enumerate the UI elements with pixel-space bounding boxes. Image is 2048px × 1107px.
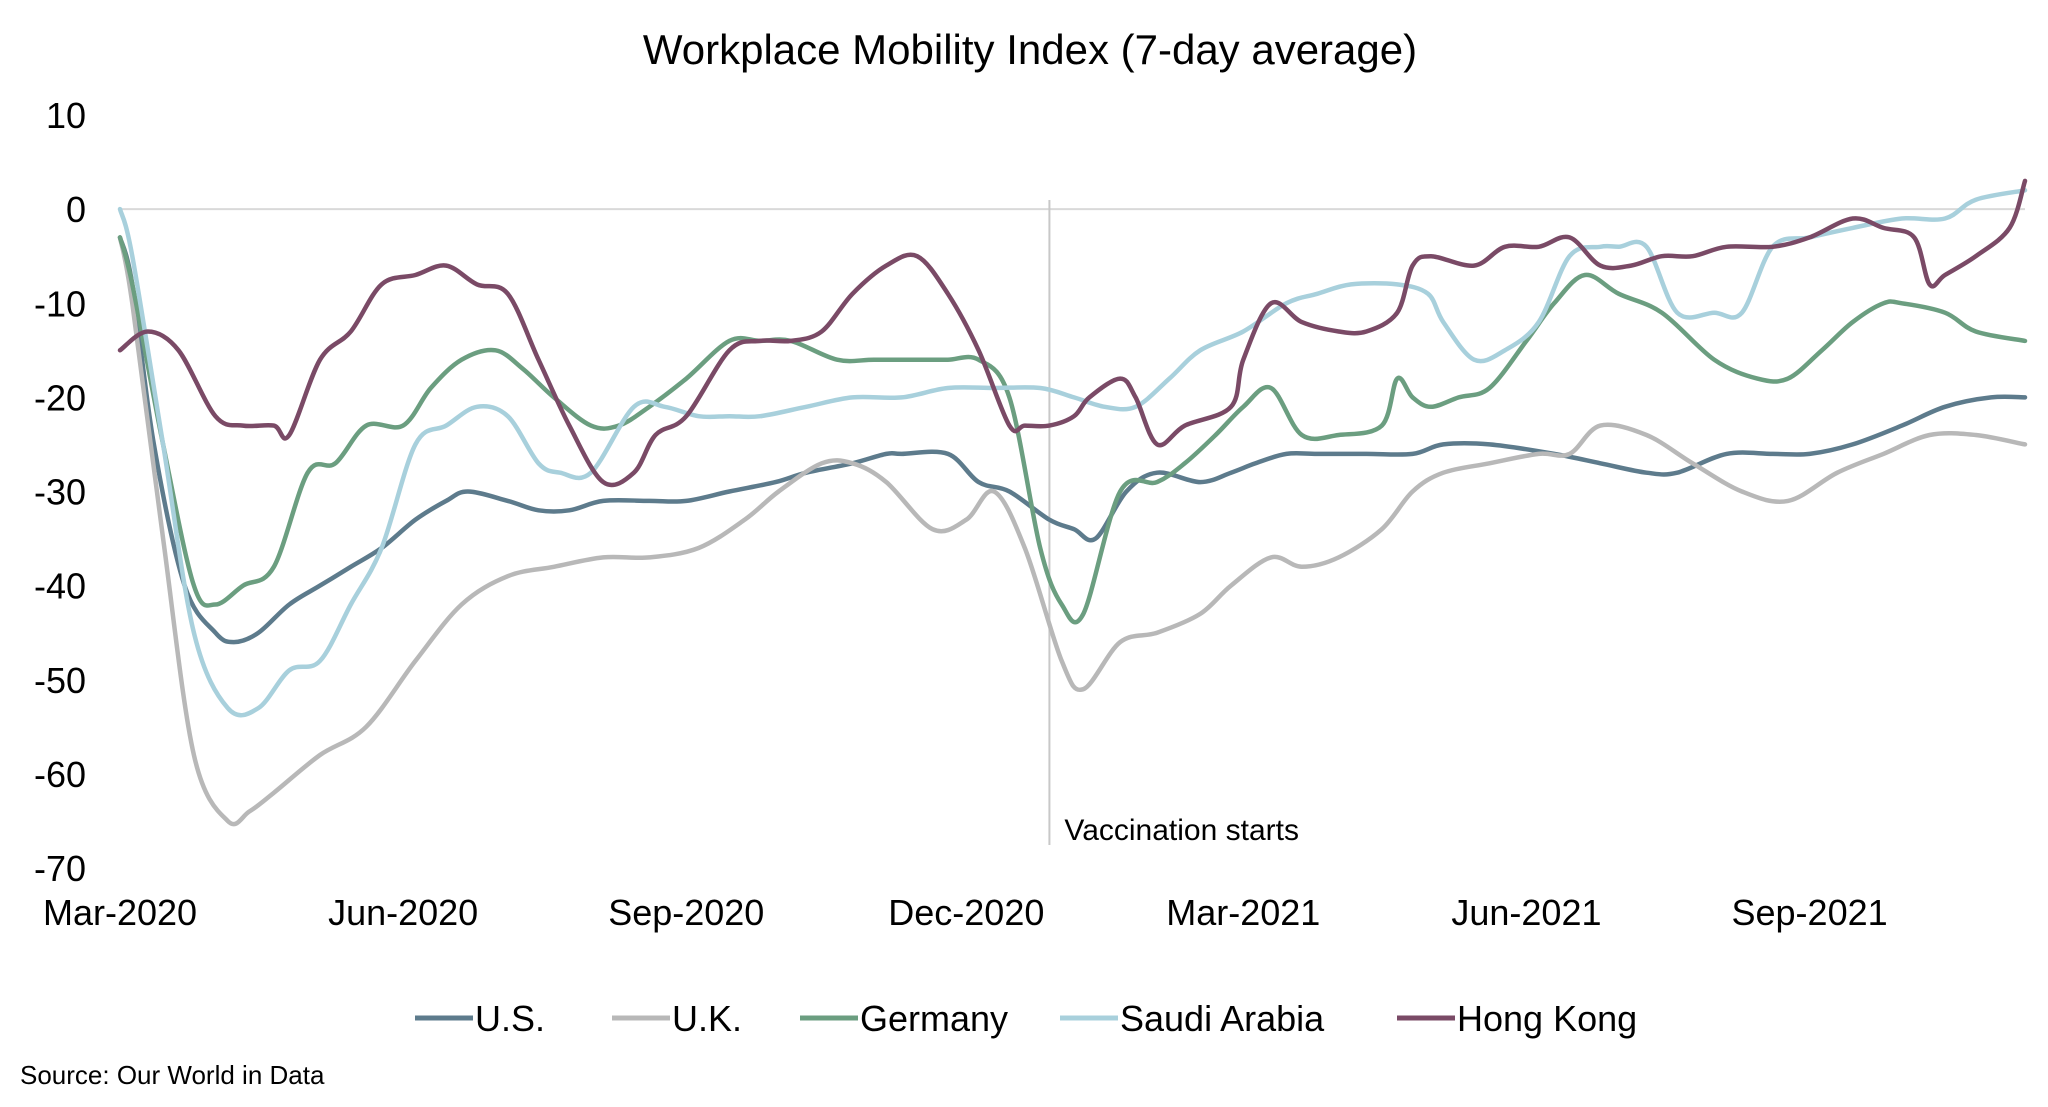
legend-label-germany: Germany	[860, 998, 1008, 1039]
x-axis-ticks: Mar-2020 Jun-2020 Sep-2020 Dec-2020 Mar-2021…	[43, 892, 1888, 933]
x-tick-label: Sep-2021	[1732, 892, 1888, 933]
y-axis-ticks: 10 0 -10 -20 -30 -40 -50 -60 -70	[34, 95, 86, 889]
vaccination-annotation: Vaccination starts	[1064, 814, 1299, 847]
y-tick-label: 0	[66, 189, 86, 230]
legend-label-saudi-arabia: Saudi Arabia	[1120, 998, 1325, 1039]
series-line-saudi-arabia	[117, 188, 2028, 718]
chart-title: Workplace Mobility Index (7-day average)	[643, 26, 1417, 73]
series-line-germany	[117, 235, 2028, 625]
legend-label-u-s: U.S.	[475, 998, 545, 1039]
x-tick-label: Jun-2021	[1451, 892, 1601, 933]
series-lines	[117, 178, 2028, 827]
y-tick-label: 10	[46, 95, 86, 136]
y-tick-label: -40	[34, 566, 86, 607]
source-note: Source: Our World in Data	[20, 1060, 325, 1090]
x-tick-label: Dec-2020	[888, 892, 1044, 933]
y-tick-label: -10	[34, 283, 86, 324]
legend-label-hong-kong: Hong Kong	[1457, 998, 1637, 1039]
series-line-u-k	[117, 235, 2028, 827]
legend-label-u-k: U.K.	[672, 998, 742, 1039]
y-tick-label: -60	[34, 754, 86, 795]
series-line-u-s	[117, 235, 2028, 645]
y-tick-label: -30	[34, 472, 86, 513]
y-tick-label: -50	[34, 660, 86, 701]
series-line-hong-kong	[117, 178, 2028, 488]
x-tick-label: Jun-2020	[328, 892, 478, 933]
x-tick-label: Mar-2021	[1166, 892, 1320, 933]
x-tick-label: Mar-2020	[43, 892, 197, 933]
y-tick-label: -70	[34, 848, 86, 889]
legend: U.S. U.K. Germany Saudi Arabia Hong Kong	[415, 998, 1637, 1039]
y-tick-label: -20	[34, 377, 86, 418]
x-tick-label: Sep-2020	[608, 892, 764, 933]
